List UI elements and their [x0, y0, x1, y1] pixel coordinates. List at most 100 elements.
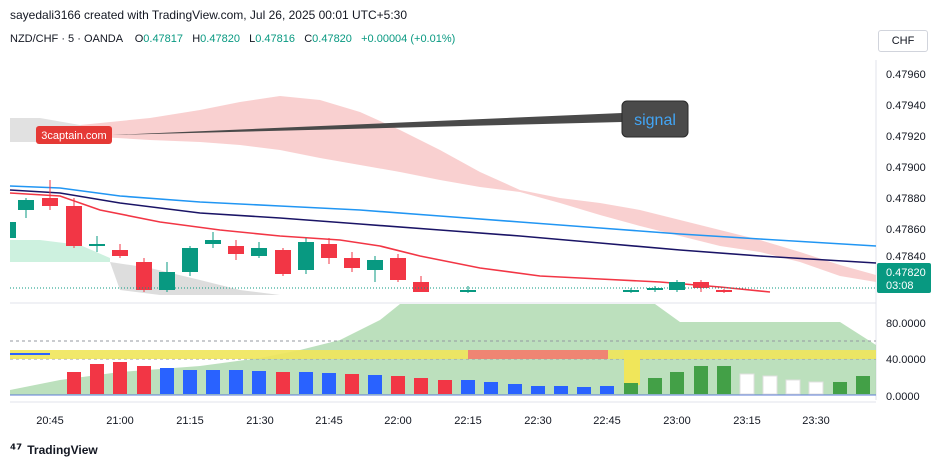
histogram-bar [856, 376, 870, 394]
candle-body[interactable] [205, 240, 221, 244]
candle-body[interactable] [112, 250, 128, 256]
time-tick: 22:30 [524, 415, 552, 427]
histogram-bar [160, 368, 174, 394]
candle-body[interactable] [413, 282, 429, 292]
price-tick: 0.47960 [886, 69, 926, 81]
price-tick: 0.47860 [886, 224, 926, 236]
candle-body[interactable] [251, 248, 267, 256]
osc-yellow-band [10, 350, 876, 359]
histogram-bar [183, 370, 197, 394]
histogram-bar [739, 373, 755, 395]
histogram-bar [577, 387, 591, 394]
price-tick: 0.47840 [886, 251, 926, 263]
time-tick: 21:15 [176, 415, 204, 427]
footer-brand[interactable]: ⁴⁷ TradingView [10, 442, 98, 458]
histogram-bar [276, 372, 290, 394]
candle-body[interactable] [66, 206, 82, 246]
brand-badge-text: 3captain.com [41, 130, 106, 142]
histogram-bar [113, 362, 127, 394]
signal-pointer [112, 113, 622, 135]
time-tick: 21:30 [246, 415, 274, 427]
candle-body[interactable] [182, 248, 198, 272]
candles[interactable] [18, 180, 732, 293]
close-label: C [304, 33, 313, 45]
time-tick: 22:15 [454, 415, 482, 427]
cloud-pink [80, 96, 876, 282]
time-tick: 23:00 [663, 415, 691, 427]
footer-brand-text: TradingView [27, 443, 98, 457]
candle-body[interactable] [390, 258, 406, 280]
candle-body[interactable] [623, 290, 639, 292]
time-tick: 21:45 [315, 415, 343, 427]
histogram-bar [808, 381, 824, 395]
histogram-bar [785, 379, 801, 395]
histogram-bar [531, 386, 545, 394]
osc-tick: 0.0000 [886, 391, 920, 403]
candle-body[interactable] [159, 272, 175, 290]
osc-histogram [67, 362, 870, 395]
time-tick: 21:00 [106, 415, 134, 427]
time-tick: 23:15 [733, 415, 761, 427]
cloud-grey-bottom [110, 262, 280, 295]
high-value: 0.47820 [200, 33, 240, 45]
candle-body[interactable] [367, 260, 383, 270]
candle-body[interactable] [321, 244, 337, 258]
histogram-bar [391, 376, 405, 394]
candle-body[interactable] [344, 258, 360, 268]
price-tick: 0.47940 [886, 100, 926, 112]
candle-body[interactable] [647, 288, 663, 290]
histogram-bar [322, 373, 336, 394]
osc-tick: 80.0000 [886, 318, 926, 330]
histogram-bar [90, 364, 104, 394]
histogram-bar [508, 384, 522, 394]
tradingview-logo-icon: ⁴⁷ [10, 442, 23, 458]
time-tick: 22:45 [593, 415, 621, 427]
cloud-green-left [10, 240, 110, 262]
histogram-bar [624, 383, 638, 394]
candle-body[interactable] [716, 290, 732, 292]
osc-tick: 40.0000 [886, 354, 926, 366]
low-label: L [249, 33, 256, 45]
signal-text: signal [634, 112, 676, 129]
open-value: 0.47817 [143, 33, 184, 45]
candle-body[interactable] [460, 290, 476, 292]
candle-body[interactable] [136, 262, 152, 290]
osc-yellow-spike [624, 350, 640, 385]
brand-badge[interactable] [36, 126, 112, 144]
histogram-bar [694, 366, 708, 394]
histogram-bar [717, 366, 731, 394]
time-tick: 23:30 [802, 415, 830, 427]
candle-body[interactable] [298, 242, 314, 270]
histogram-bar [670, 372, 684, 394]
candle-body[interactable] [669, 282, 685, 290]
candle-body[interactable] [275, 250, 291, 274]
symbol-name[interactable]: NZD/CHF · 5 · OANDA [10, 33, 123, 45]
price-tick: 0.47880 [886, 193, 926, 205]
left-edge-marker [10, 222, 16, 238]
low-value: 0.47816 [255, 33, 296, 45]
histogram-bar [67, 372, 81, 394]
price-tick: 0.47900 [886, 162, 926, 174]
histogram-bar [414, 378, 428, 394]
histogram-bar [299, 372, 313, 394]
last-price-value: 0.47820 [886, 267, 926, 279]
histogram-bar [648, 378, 662, 394]
candle-body[interactable] [89, 244, 105, 246]
time-tick: 20:45 [36, 415, 64, 427]
currency-button[interactable]: CHF [878, 30, 928, 52]
candle-body[interactable] [693, 282, 709, 288]
close-value: 0.47820 [312, 33, 352, 45]
histogram-bar [484, 382, 498, 394]
chart-attribution: sayedali3166 created with TradingView.co… [10, 8, 408, 22]
histogram-bar [229, 370, 243, 394]
signal-box[interactable] [621, 100, 689, 138]
time-tick: 22:00 [384, 415, 412, 427]
last-price-tag [877, 263, 931, 293]
ma-red-line [9, 192, 771, 293]
candle-body[interactable] [42, 198, 58, 206]
candle-body[interactable] [228, 246, 244, 254]
candle-body[interactable] [18, 200, 34, 210]
histogram-bar [137, 366, 151, 394]
osc-red-band [468, 350, 608, 359]
